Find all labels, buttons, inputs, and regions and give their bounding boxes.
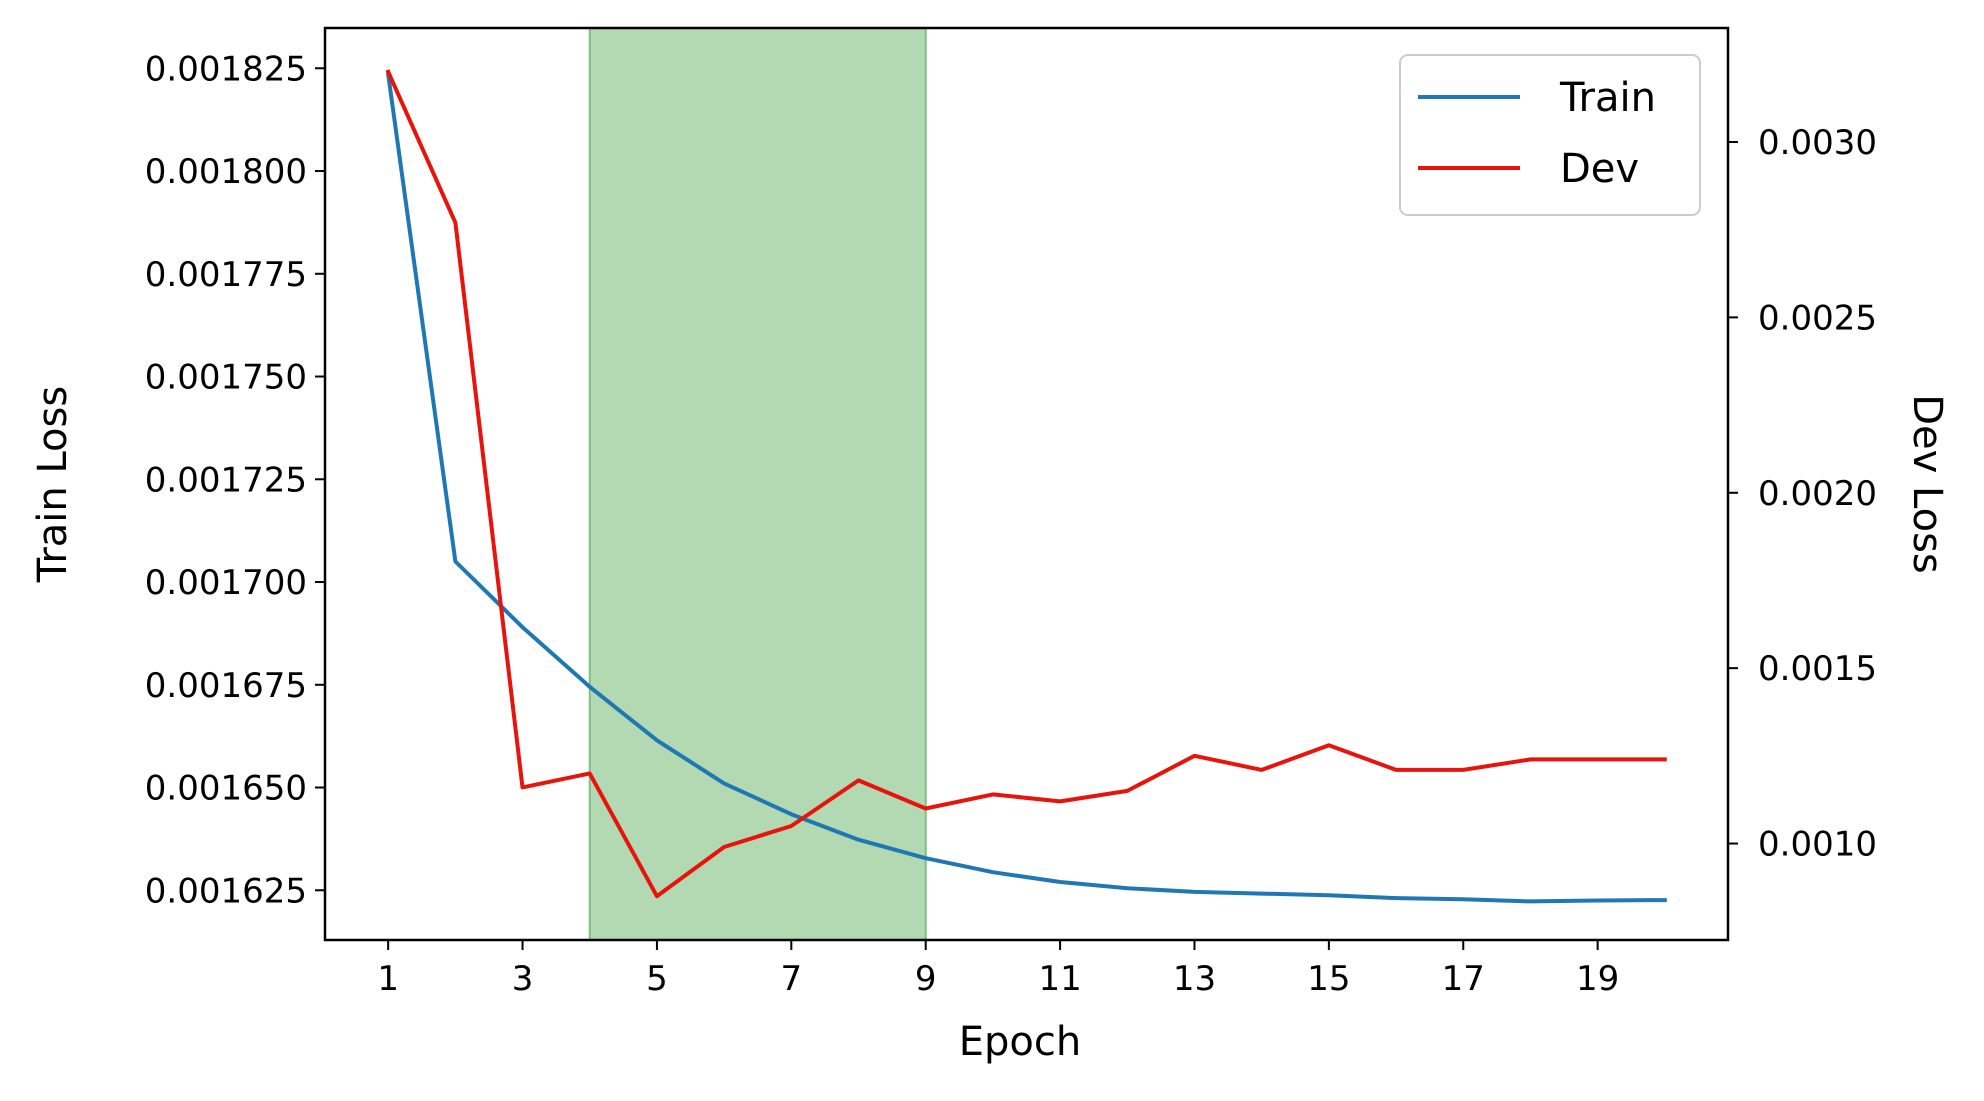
series-line-dev: [385, 69, 1667, 899]
right-y-tick-label: 0.0020: [1758, 474, 1877, 514]
right-y-axis-title: Dev Loss: [1904, 394, 1950, 574]
x-tick-label: 9: [915, 959, 937, 999]
left-y-tick-label: 0.001750: [145, 358, 307, 398]
plot-region: [323, 26, 1730, 942]
x-tick-label: 13: [1173, 959, 1216, 999]
left-y-tick-label: 0.001825: [145, 49, 307, 89]
x-tick-label: 1: [377, 959, 399, 999]
x-tick-label: 17: [1442, 959, 1485, 999]
axes-frame: [323, 26, 1730, 942]
x-tick-label: 15: [1307, 959, 1350, 999]
left-y-tick-label: 0.001725: [145, 460, 307, 500]
x-tick-label: 7: [781, 959, 803, 999]
series-line-train: [385, 72, 1667, 904]
legend-label-train: Train: [1559, 75, 1656, 121]
left-y-tick-label: 0.001700: [145, 563, 307, 603]
left-y-tick-label: 0.001800: [145, 152, 307, 192]
x-tick-label: 3: [512, 959, 534, 999]
x-tick-label: 19: [1576, 959, 1619, 999]
x-tick-label: 5: [646, 959, 668, 999]
right-y-tick-label: 0.0015: [1758, 649, 1877, 689]
shaded-region: [588, 27, 927, 941]
left-y-tick-label: 0.001650: [145, 769, 307, 809]
left-y-tick-label: 0.001625: [145, 871, 307, 911]
left-y-tick-label: 0.001775: [145, 255, 307, 295]
left-y-tick-label: 0.001675: [145, 666, 307, 706]
x-tick-label: 11: [1038, 959, 1081, 999]
left-y-axis-title: Train Loss: [30, 386, 76, 583]
left-y-axis: 0.001625 0.001650 0.001675 0.001700 0.001725…: [145, 49, 325, 911]
x-axis: 1 3 5 7 9 11 13 15 17 19: [377, 940, 1619, 999]
right-y-tick-label: 0.0030: [1758, 123, 1877, 163]
legend-label-dev: Dev: [1560, 146, 1639, 192]
right-y-axis: 0.0010 0.0015 0.0020 0.0025 0.0030: [1728, 123, 1877, 865]
legend: Train Dev: [1399, 54, 1701, 216]
x-axis-title: Epoch: [959, 1019, 1081, 1065]
right-y-tick-label: 0.0010: [1758, 825, 1877, 865]
right-y-tick-label: 0.0025: [1758, 298, 1877, 338]
